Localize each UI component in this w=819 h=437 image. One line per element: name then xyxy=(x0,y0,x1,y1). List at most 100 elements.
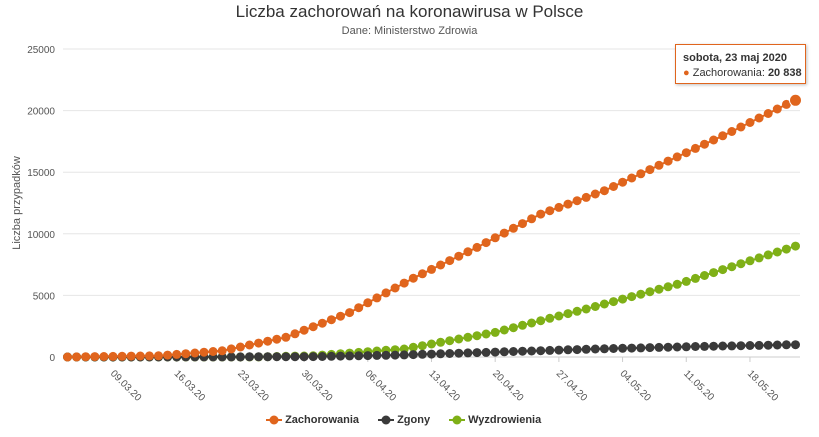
data-point xyxy=(700,271,709,280)
data-point xyxy=(745,118,755,127)
data-point xyxy=(636,169,646,179)
x-tick-label: 18.05.20 xyxy=(745,368,781,404)
data-point xyxy=(727,127,737,136)
data-point xyxy=(789,93,802,107)
data-point xyxy=(235,342,245,352)
x-tick-label: 23.03.20 xyxy=(235,368,271,404)
data-point xyxy=(763,250,773,260)
data-point xyxy=(481,238,491,248)
data-point xyxy=(590,302,600,311)
data-point xyxy=(181,349,191,359)
data-point xyxy=(690,342,700,351)
data-point xyxy=(718,265,728,275)
x-tick-label: 04.05.20 xyxy=(617,368,653,404)
data-point xyxy=(781,340,791,350)
y-tick-label: 25000 xyxy=(27,45,55,56)
y-tick-label: 20000 xyxy=(27,107,55,118)
chart-title: Liczba zachorowań na koronawirusa w Pols… xyxy=(235,2,584,21)
data-point xyxy=(272,334,282,344)
data-point xyxy=(372,293,382,303)
data-point xyxy=(581,304,591,314)
data-point xyxy=(117,351,127,361)
data-point xyxy=(700,341,709,351)
series-wyzdrowienia xyxy=(63,241,800,362)
data-point xyxy=(700,139,709,149)
data-point xyxy=(226,352,236,362)
x-tick-label: 27.04.20 xyxy=(554,368,590,404)
data-point xyxy=(427,339,436,349)
data-point xyxy=(518,346,527,356)
data-point xyxy=(681,342,691,352)
data-point xyxy=(445,349,455,358)
data-point xyxy=(481,329,491,339)
data-point xyxy=(245,340,254,350)
data-point xyxy=(490,327,500,337)
data-point xyxy=(481,347,491,357)
data-point xyxy=(527,214,537,224)
data-point xyxy=(463,348,473,358)
data-point xyxy=(709,135,719,145)
data-point xyxy=(554,311,564,321)
data-point xyxy=(690,143,700,153)
legend-item-wyzdrowienia[interactable]: Wyzdrowienia xyxy=(449,414,541,426)
legend-marker-icon xyxy=(266,415,282,425)
data-point xyxy=(618,294,628,304)
data-point xyxy=(745,256,755,266)
data-point xyxy=(408,342,418,352)
data-point xyxy=(791,340,800,350)
data-point xyxy=(545,313,555,323)
data-point xyxy=(791,241,800,251)
data-point xyxy=(336,311,345,321)
data-point xyxy=(518,219,527,229)
legend-item-zachorowania[interactable]: Zachorowania xyxy=(266,414,359,426)
data-point xyxy=(609,344,618,353)
data-point xyxy=(290,352,300,362)
legend-item-zgony[interactable]: Zgony xyxy=(378,414,430,426)
data-point xyxy=(508,223,518,233)
data-point xyxy=(490,233,500,243)
data-point xyxy=(445,256,455,266)
y-tick-label: 5000 xyxy=(33,291,56,302)
data-point xyxy=(572,345,582,355)
data-point xyxy=(572,196,582,206)
data-point xyxy=(199,347,209,357)
legend-label: Wyzdrowienia xyxy=(468,414,542,426)
data-point xyxy=(427,349,436,359)
data-point xyxy=(254,338,264,348)
chart-subtitle: Dane: Ministerstwo Zdrowia xyxy=(341,25,478,37)
data-point xyxy=(144,351,154,361)
data-point xyxy=(263,336,273,346)
data-point xyxy=(308,322,318,332)
data-point xyxy=(272,352,282,362)
data-point xyxy=(754,253,764,263)
y-tick-label: 0 xyxy=(49,353,55,364)
data-point xyxy=(772,104,782,114)
data-point xyxy=(536,209,546,219)
data-point xyxy=(745,341,755,350)
data-point xyxy=(727,341,737,351)
data-point xyxy=(427,264,436,274)
data-point xyxy=(772,247,782,257)
x-tick-label: 16.03.20 xyxy=(172,368,208,404)
data-point xyxy=(217,346,227,356)
data-point xyxy=(472,348,482,358)
data-point xyxy=(508,347,518,356)
data-point xyxy=(208,347,218,356)
data-point xyxy=(718,341,728,351)
data-point xyxy=(417,341,427,351)
data-point xyxy=(254,352,264,362)
data-point xyxy=(390,350,400,360)
y-tick-label: 10000 xyxy=(27,230,55,241)
data-point xyxy=(518,320,527,330)
data-point xyxy=(681,276,691,286)
data-point xyxy=(690,273,700,283)
data-point xyxy=(317,352,327,361)
data-point xyxy=(454,334,464,344)
data-point xyxy=(636,343,646,353)
data-point xyxy=(781,99,791,109)
legend-label: Zachorowania xyxy=(285,414,360,426)
data-point xyxy=(536,346,546,356)
data-point xyxy=(727,262,737,272)
data-point xyxy=(463,247,473,257)
